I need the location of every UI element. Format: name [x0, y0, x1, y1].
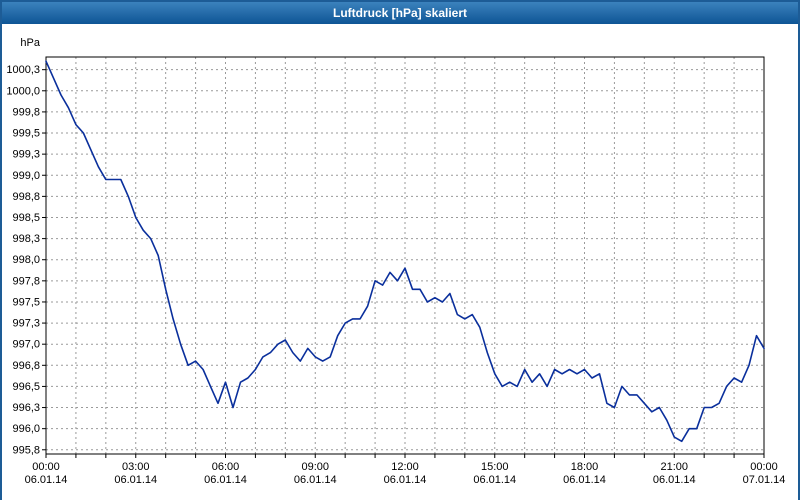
y-tick-label: 996,3 — [12, 402, 40, 414]
x-time-label: 09:00 — [301, 461, 329, 473]
x-time-label: 06:00 — [212, 461, 240, 473]
x-date-label: 06.01.14 — [294, 474, 337, 486]
window-title: Luftdruck [hPa] skaliert — [332, 6, 468, 20]
x-time-label: 18:00 — [571, 461, 599, 473]
x-date-label: 06.01.14 — [653, 474, 696, 486]
y-axis-unit-label: hPa — [20, 37, 40, 49]
y-tick-label: 997,3 — [12, 318, 40, 330]
y-tick-label: 999,5 — [12, 128, 40, 140]
y-tick-label: 997,8 — [12, 275, 40, 287]
x-date-label: 06.01.14 — [204, 474, 247, 486]
y-tick-label: 996,0 — [12, 423, 40, 435]
x-date-label: 06.01.14 — [384, 474, 427, 486]
plot-border — [45, 56, 765, 455]
y-tick-label: 998,0 — [12, 254, 40, 266]
y-tick-label: 1000,3 — [6, 64, 40, 76]
x-time-label: 12:00 — [391, 461, 419, 473]
x-time-label: 03:00 — [122, 461, 150, 473]
x-time-label: 15:00 — [481, 461, 509, 473]
x-time-label: 00:00 — [750, 461, 778, 473]
chart-area: 1000,3 1000,0 999,8 999,5 999,3 999,0 998,8 998… — [2, 24, 798, 503]
pressure-line — [45, 60, 765, 443]
y-tick-label: 996,8 — [12, 360, 40, 372]
pressure-chart-canvas: 1000,3 1000,0 999,8 999,5 999,3 999,0 998,8 998… — [6, 37, 786, 486]
y-tick-label: 998,3 — [12, 233, 40, 245]
x-date-label: 06.01.14 — [25, 474, 68, 486]
x-date-label: 06.01.14 — [563, 474, 606, 486]
x-time-label: 21:00 — [660, 461, 688, 473]
y-tick-label: 998,8 — [12, 191, 40, 203]
x-date-label: 07.01.14 — [743, 474, 786, 486]
y-tick-label: 999,3 — [12, 149, 40, 161]
y-tick-label: 999,8 — [12, 106, 40, 118]
x-date-label: 06.01.14 — [114, 474, 157, 486]
y-tick-label: 995,8 — [12, 444, 40, 456]
y-tick-label: 998,5 — [12, 212, 40, 224]
x-time-label: 00:00 — [32, 461, 60, 473]
y-tick-label: 1000,0 — [6, 85, 40, 97]
y-tick-label: 997,5 — [12, 296, 40, 308]
y-tick-label: 996,5 — [12, 381, 40, 393]
y-tick-label: 999,0 — [12, 170, 40, 182]
y-tick-label: 997,0 — [12, 339, 40, 351]
window-titlebar: Luftdruck [hPa] skaliert — [2, 2, 798, 24]
x-date-label: 06.01.14 — [473, 474, 516, 486]
